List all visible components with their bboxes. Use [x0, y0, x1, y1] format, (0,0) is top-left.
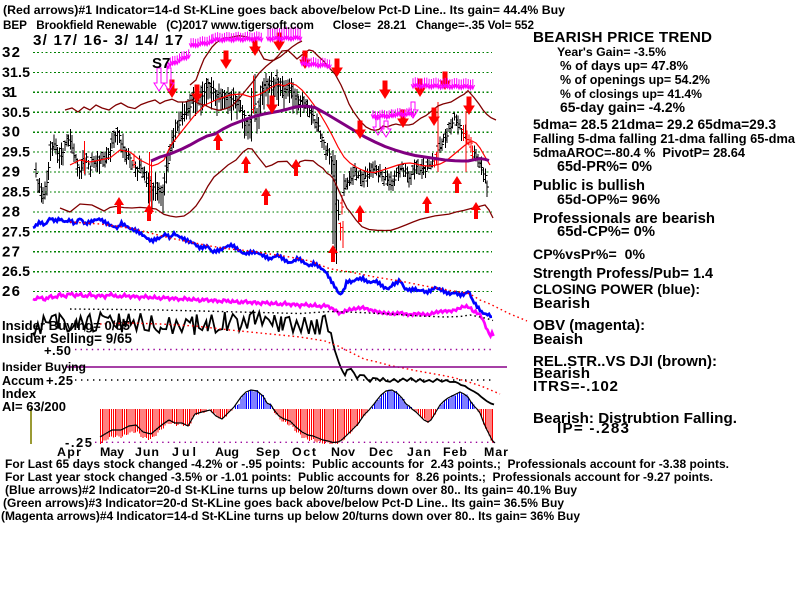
- svg-text:% of closings up= 41.4%: % of closings up= 41.4%: [560, 87, 702, 101]
- svg-text:Accum: Accum: [2, 374, 44, 388]
- svg-text:30: 30: [2, 124, 20, 141]
- svg-text:27: 27: [2, 243, 20, 260]
- svg-text:29: 29: [2, 164, 20, 181]
- svg-text:Dec: Dec: [369, 445, 393, 459]
- svg-text:% of openings up= 54.2%: % of openings up= 54.2%: [560, 73, 710, 87]
- svg-text:For Last 65 days stock changed: For Last 65 days stock changed -4.2% or …: [5, 457, 729, 471]
- svg-text:CP%vsPr%= 0%: CP%vsPr%= 0%: [533, 246, 645, 262]
- svg-text:Index: Index: [2, 386, 37, 401]
- svg-text:Beaish: Beaish: [533, 331, 583, 348]
- svg-text:Strength Profess/Pub= 1.4: Strength Profess/Pub= 1.4: [533, 266, 713, 282]
- svg-text:AI= 63/200: AI= 63/200: [2, 399, 66, 414]
- svg-text:Insider Buying: Insider Buying: [2, 360, 86, 374]
- svg-text:Professionals are bearish: Professionals are bearish: [533, 211, 715, 227]
- svg-text:+.25: +.25: [46, 373, 73, 388]
- svg-text:IP= -.283: IP= -.283: [557, 420, 629, 437]
- svg-text:Insider Selling= 9/65: Insider Selling= 9/65: [2, 331, 133, 346]
- svg-text:28: 28: [2, 203, 20, 220]
- svg-text:27.5: 27.5: [2, 224, 30, 240]
- svg-text:Jan: Jan: [407, 445, 431, 459]
- svg-text:31: 31: [2, 84, 17, 101]
- svg-text:30.5: 30.5: [2, 105, 30, 121]
- svg-text:65d-CP%= 0%: 65d-CP%= 0%: [557, 224, 655, 240]
- svg-text:Bearish: Bearish: [533, 365, 590, 382]
- svg-text:Falling 5-dma falling 21-dma f: Falling 5-dma falling 21-dma falling 65-…: [533, 131, 796, 146]
- svg-text:31.5: 31.5: [2, 65, 30, 81]
- svg-text:CLOSING POWER (blue):: CLOSING POWER (blue):: [533, 281, 700, 297]
- svg-text:BEARISH PRICE TREND: BEARISH PRICE TREND: [533, 29, 712, 46]
- svg-text:(Green arrows)#3 Indicator=20-: (Green arrows)#3 Indicator=20-d St-KLine…: [3, 496, 564, 510]
- svg-text:Public is bullish: Public is bullish: [533, 178, 645, 194]
- svg-text:65d-OP%= 96%: 65d-OP%= 96%: [557, 192, 660, 208]
- svg-text:29.5: 29.5: [2, 145, 30, 161]
- svg-text:65d-PR%= 0%: 65d-PR%= 0%: [557, 159, 652, 175]
- svg-text:% of days up= 47.8%: % of days up= 47.8%: [560, 58, 688, 73]
- svg-text:S7: S7: [152, 55, 170, 72]
- svg-text:Year's Gain= -3.5%: Year's Gain= -3.5%: [557, 45, 666, 59]
- svg-text:Bearish: Bearish: [533, 295, 590, 312]
- svg-text:(Magenta arrows)#4 Indicator=1: (Magenta arrows)#4 Indicator=14-d St-KLi…: [1, 509, 580, 523]
- svg-text:OBV (magenta):: OBV (magenta):: [533, 318, 645, 334]
- svg-text:26.5: 26.5: [2, 264, 30, 280]
- svg-text:5dmaAROC=-80.4 % PivotP= 28.6: 5dmaAROC=-80.4 % PivotP= 28.64: [533, 145, 746, 160]
- svg-text:(Blue arrows)#2 Indicator=20-d: (Blue arrows)#2 Indicator=20-d St-KLine …: [5, 483, 577, 497]
- svg-text:26: 26: [2, 283, 20, 300]
- svg-text:Feb: Feb: [443, 445, 467, 459]
- svg-text:Aug: Aug: [215, 445, 239, 459]
- svg-text:Bearish: Distrubtion Falling.: Bearish: Distrubtion Falling.: [533, 410, 737, 427]
- svg-text:May: May: [100, 445, 124, 459]
- svg-text:Mar: Mar: [484, 445, 508, 459]
- svg-text:Oct: Oct: [292, 445, 316, 459]
- svg-text:REL.STR..VS DJI (brown):: REL.STR..VS DJI (brown):: [533, 353, 717, 370]
- svg-text:Jun: Jun: [135, 445, 159, 459]
- svg-text:65-day gain= -4.2%: 65-day gain= -4.2%: [560, 99, 685, 115]
- svg-text:28.5: 28.5: [2, 184, 30, 200]
- svg-text:Insider Buying= 0/65: Insider Buying= 0/65: [2, 318, 130, 333]
- svg-text:+.50: +.50: [44, 343, 71, 358]
- svg-text:ITRS=-.102: ITRS=-.102: [533, 378, 618, 395]
- svg-text:32: 32: [2, 44, 20, 61]
- svg-text:(Red arrows)#1 Indicator=14-d: (Red arrows)#1 Indicator=14-d St-KLine g…: [3, 3, 565, 17]
- svg-text:Nov: Nov: [331, 445, 355, 459]
- svg-text:-.25: -.25: [65, 435, 92, 450]
- svg-text:Sep: Sep: [256, 445, 280, 459]
- svg-text:For Last year stock changed -3: For Last year stock changed -3.5% or -1.…: [5, 470, 713, 484]
- svg-text:BEP Brookfield Renewable (: BEP Brookfield Renewable (C)2017 www.tig…: [3, 19, 534, 32]
- svg-text:5dma= 28.5 21dma= 29.2 65dma=2: 5dma= 28.5 21dma= 29.2 65dma=29.3: [533, 117, 776, 132]
